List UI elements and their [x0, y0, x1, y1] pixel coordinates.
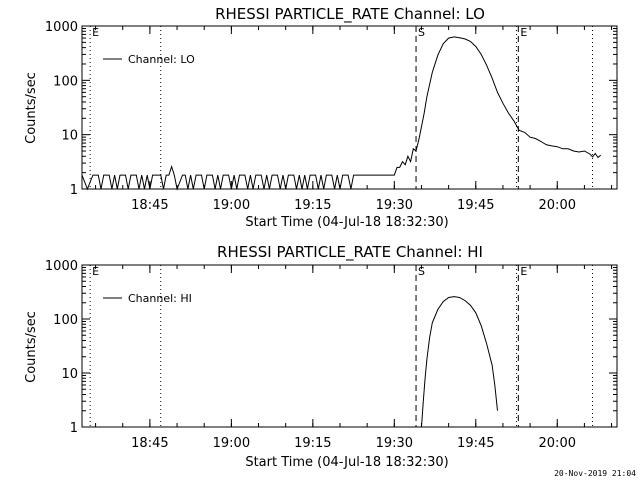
marker-label: E — [92, 26, 99, 39]
series-line — [421, 296, 498, 428]
legend-entry: Channel: LO — [128, 53, 195, 66]
legend-entry: Channel: HI — [128, 292, 192, 305]
x-tick-label: 18:45 — [131, 198, 168, 213]
y-tick-label: 1 — [70, 183, 78, 198]
x-tick-label: 18:45 — [131, 436, 168, 451]
x-tick-label: 19:45 — [457, 436, 494, 451]
marker-label: E — [520, 265, 527, 278]
panel-lo: RHESSI PARTICLE_RATE Channel: LO Counts/… — [24, 5, 618, 230]
x-tick-label: 20:00 — [539, 198, 576, 213]
y-tick-label: 1000 — [45, 20, 78, 35]
y-axis-label: Counts/sec — [24, 311, 39, 383]
x-tick-label: 19:30 — [376, 436, 413, 451]
x-tick-label: 19:15 — [294, 436, 331, 451]
panel-hi: RHESSI PARTICLE_RATE Channel: HI Counts/… — [24, 243, 618, 470]
x-tick-label: 19:00 — [213, 436, 250, 451]
marker-label: S — [418, 26, 425, 39]
y-axis-label: Counts/sec — [24, 72, 39, 144]
chart-title: RHESSI PARTICLE_RATE Channel: HI — [217, 243, 483, 262]
y-tick-label: 100 — [53, 74, 78, 89]
y-tick-label: 1 — [70, 421, 78, 436]
x-tick-label: 19:30 — [376, 198, 413, 213]
x-tick-label: 19:00 — [213, 198, 250, 213]
y-tick-label: 10 — [61, 129, 78, 144]
footer-timestamp: 20-Nov-2019 21:04 — [554, 469, 636, 478]
chart-title: RHESSI PARTICLE_RATE Channel: LO — [215, 5, 485, 24]
plot-frame — [81, 25, 618, 190]
marker-label: E — [520, 26, 527, 39]
legend: Channel: LO — [103, 53, 195, 66]
y-tick-label: 10 — [61, 367, 78, 382]
marker-label: E — [92, 265, 99, 278]
legend: Channel: HI — [103, 292, 192, 305]
x-tick-label: 19:45 — [457, 198, 494, 213]
x-tick-label: 19:15 — [294, 198, 331, 213]
y-tick-label: 1000 — [45, 259, 78, 274]
x-axis-label: Start Time (04-Jul-18 18:32:30) — [245, 455, 448, 470]
x-axis-label: Start Time (04-Jul-18 18:32:30) — [245, 215, 448, 230]
plot-frame — [81, 264, 618, 428]
marker-label: S — [418, 265, 425, 278]
x-tick-label: 20:00 — [539, 436, 576, 451]
y-tick-label: 100 — [53, 313, 78, 328]
